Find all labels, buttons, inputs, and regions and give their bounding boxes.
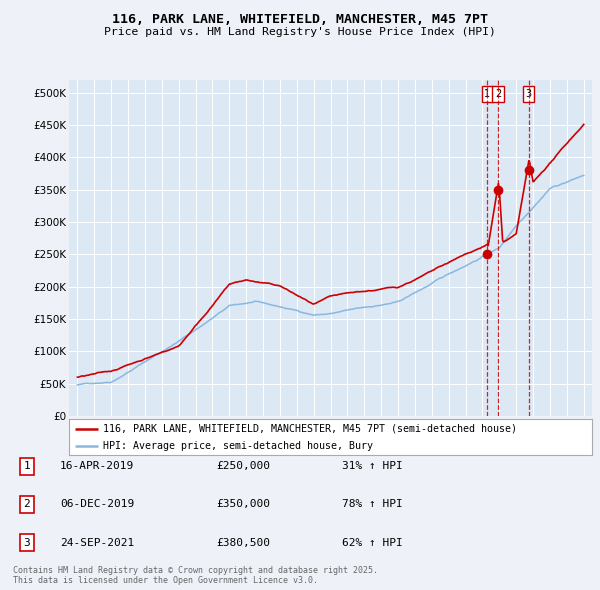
Text: 78% ↑ HPI: 78% ↑ HPI: [342, 500, 403, 509]
Text: 24-SEP-2021: 24-SEP-2021: [60, 538, 134, 548]
Text: £250,000: £250,000: [216, 461, 270, 471]
Text: HPI: Average price, semi-detached house, Bury: HPI: Average price, semi-detached house,…: [103, 441, 373, 451]
Text: 1: 1: [23, 461, 31, 471]
Text: 3: 3: [526, 89, 532, 99]
Text: 1: 1: [484, 89, 490, 99]
Text: 62% ↑ HPI: 62% ↑ HPI: [342, 538, 403, 548]
Text: Contains HM Land Registry data © Crown copyright and database right 2025.
This d: Contains HM Land Registry data © Crown c…: [13, 566, 378, 585]
Text: 06-DEC-2019: 06-DEC-2019: [60, 500, 134, 509]
Text: 2: 2: [23, 500, 31, 509]
Text: 3: 3: [23, 538, 31, 548]
Text: 16-APR-2019: 16-APR-2019: [60, 461, 134, 471]
Text: £350,000: £350,000: [216, 500, 270, 509]
Text: 2: 2: [495, 89, 501, 99]
Text: 116, PARK LANE, WHITEFIELD, MANCHESTER, M45 7PT (semi-detached house): 116, PARK LANE, WHITEFIELD, MANCHESTER, …: [103, 424, 517, 434]
Text: Price paid vs. HM Land Registry's House Price Index (HPI): Price paid vs. HM Land Registry's House …: [104, 27, 496, 37]
Text: 31% ↑ HPI: 31% ↑ HPI: [342, 461, 403, 471]
Text: £380,500: £380,500: [216, 538, 270, 548]
Text: 116, PARK LANE, WHITEFIELD, MANCHESTER, M45 7PT: 116, PARK LANE, WHITEFIELD, MANCHESTER, …: [112, 13, 488, 26]
